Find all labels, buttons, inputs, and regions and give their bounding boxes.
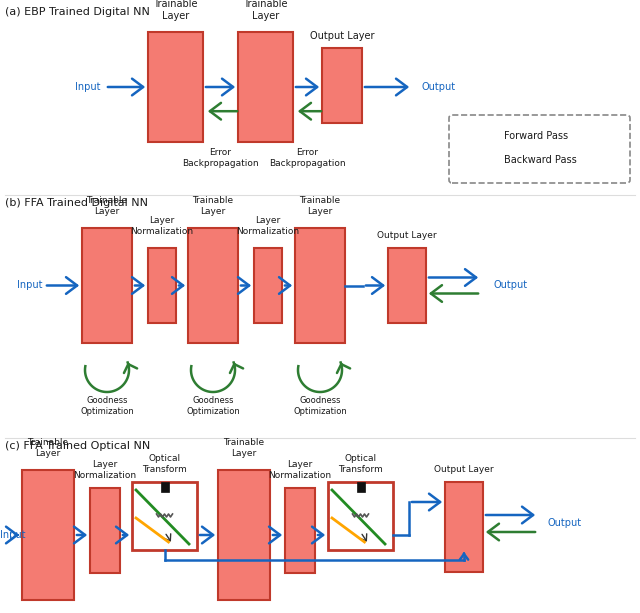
Text: Output: Output [548,518,582,528]
Bar [295,228,345,343]
Bar [148,32,203,142]
Bar [322,48,362,123]
Text: Error
Backpropagation: Error Backpropagation [269,148,346,168]
Text: Layer
Normalization: Layer Normalization [74,460,136,480]
Text: Output: Output [494,281,528,291]
Text: Optical
Transform: Optical Transform [338,454,383,474]
FancyBboxPatch shape [449,115,630,183]
Text: Trainable
Layer: Trainable Layer [193,196,234,216]
Bar [188,228,238,343]
Text: Trainable
Layer: Trainable Layer [86,196,127,216]
Text: Trainable
Layer: Trainable Layer [153,0,198,21]
Text: Layer
Normalization: Layer Normalization [268,460,332,480]
Text: Output Layer: Output Layer [434,465,494,474]
Text: Optical
Transform: Optical Transform [142,454,187,474]
Text: Goodness
Optimization: Goodness Optimization [186,396,240,416]
Bar [238,32,293,142]
Text: Input: Input [0,530,26,540]
Bar [82,228,132,343]
Bar [388,248,426,323]
Text: Trainable
Layer: Trainable Layer [223,438,264,458]
Bar [254,248,282,323]
Text: (b) FFA Trained Digital NN: (b) FFA Trained Digital NN [5,198,148,208]
Bar [285,488,315,573]
Bar [22,470,74,600]
Text: Error
Backpropagation: Error Backpropagation [182,148,259,168]
Text: Layer
Normalization: Layer Normalization [236,216,300,236]
Text: Input: Input [17,281,42,291]
Bar [148,248,176,323]
Bar [328,482,393,550]
Text: Goodness
Optimization: Goodness Optimization [80,396,134,416]
Text: Trainable
Layer: Trainable Layer [28,438,68,458]
Text: (c) FFA Trained Optical NN: (c) FFA Trained Optical NN [5,441,150,451]
Text: Trainable
Layer: Trainable Layer [300,196,340,216]
Bar [356,482,365,492]
Bar [161,482,168,492]
Text: Output Layer: Output Layer [310,31,374,41]
Text: (a) EBP Trained Digital NN: (a) EBP Trained Digital NN [5,7,150,17]
Bar [132,482,197,550]
Text: Forward Pass: Forward Pass [504,131,568,141]
Bar [90,488,120,573]
Text: Output Layer: Output Layer [377,232,437,240]
Text: Goodness
Optimization: Goodness Optimization [293,396,347,416]
Bar [218,470,270,600]
Text: Trainable
Layer: Trainable Layer [243,0,288,21]
Text: Backward Pass: Backward Pass [504,155,577,165]
Text: Output: Output [422,82,456,92]
Bar [445,482,483,572]
Text: Input: Input [74,82,100,92]
Text: Layer
Normalization: Layer Normalization [131,216,193,236]
